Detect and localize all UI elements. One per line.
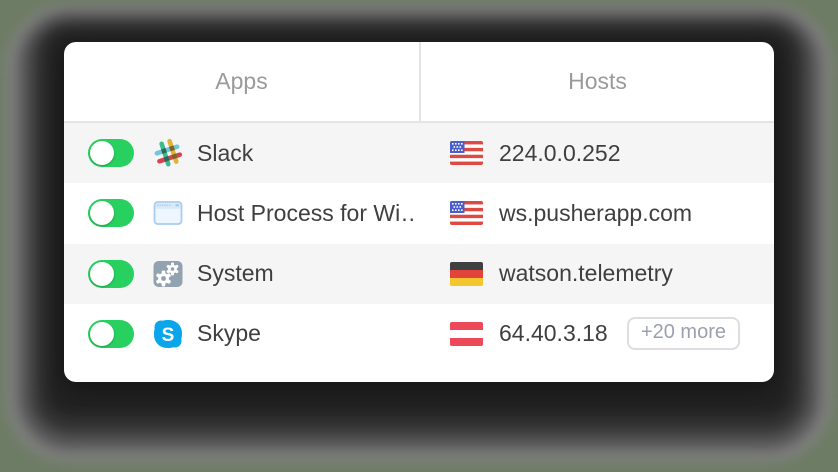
system-gears-icon bbox=[153, 260, 183, 287]
host-label: 224.0.0.252 bbox=[499, 139, 621, 166]
toggle-switch[interactable] bbox=[88, 259, 134, 288]
apps-cell: Host Process for Wi… bbox=[64, 197, 421, 229]
hosts-cell: ws.pusherapp.com bbox=[421, 200, 774, 227]
app-name-label: System bbox=[197, 260, 274, 287]
column-header-hosts: Hosts bbox=[568, 68, 627, 94]
toggle-knob bbox=[90, 141, 114, 166]
toggle-switch[interactable] bbox=[88, 319, 134, 348]
us-flag-icon bbox=[450, 201, 483, 226]
austria-flag-icon bbox=[450, 321, 483, 346]
us-flag-icon bbox=[450, 141, 483, 166]
host-label: watson.telemetry bbox=[499, 260, 673, 287]
apps-cell: S Skype bbox=[64, 318, 421, 350]
host-label: 64.40.3.18 bbox=[499, 320, 608, 347]
table-row[interactable]: Host Process for Wi… bbox=[64, 183, 774, 243]
apps-cell: Slack bbox=[64, 137, 421, 169]
hosts-cell: 224.0.0.252 bbox=[421, 140, 774, 167]
table-row[interactable]: Slack 224.0.0.252 bbox=[64, 123, 774, 184]
svg-text:S: S bbox=[162, 325, 175, 346]
apps-cell: System bbox=[64, 258, 421, 290]
app-name-label: Skype bbox=[197, 320, 261, 347]
column-header-apps: Apps bbox=[64, 42, 421, 121]
table-row[interactable]: System watson.telemetry bbox=[64, 243, 774, 304]
germany-flag-icon bbox=[450, 261, 483, 286]
hosts-cell: watson.telemetry bbox=[421, 260, 774, 287]
table-row[interactable]: S Skype 64.40.3.18 +20 more bbox=[64, 304, 774, 364]
slack-icon bbox=[154, 139, 183, 167]
blocker-panel: Apps Hosts Slack bbox=[64, 42, 774, 382]
windows-host-process-icon bbox=[153, 201, 183, 226]
host-label: ws.pusherapp.com bbox=[499, 199, 693, 226]
toggle-knob bbox=[90, 261, 114, 286]
app-name-label: Slack bbox=[197, 139, 254, 166]
toggle-switch[interactable] bbox=[88, 199, 134, 228]
table-header: Apps Hosts bbox=[64, 42, 774, 123]
toggle-knob bbox=[90, 201, 114, 226]
more-hosts-badge[interactable]: +20 more bbox=[626, 317, 740, 351]
skype-icon: S bbox=[154, 319, 182, 348]
toggle-switch[interactable] bbox=[88, 139, 134, 168]
toggle-knob bbox=[90, 321, 114, 346]
app-name-label: Host Process for Wi… bbox=[197, 199, 415, 226]
hosts-cell: 64.40.3.18 +20 more bbox=[421, 317, 774, 351]
